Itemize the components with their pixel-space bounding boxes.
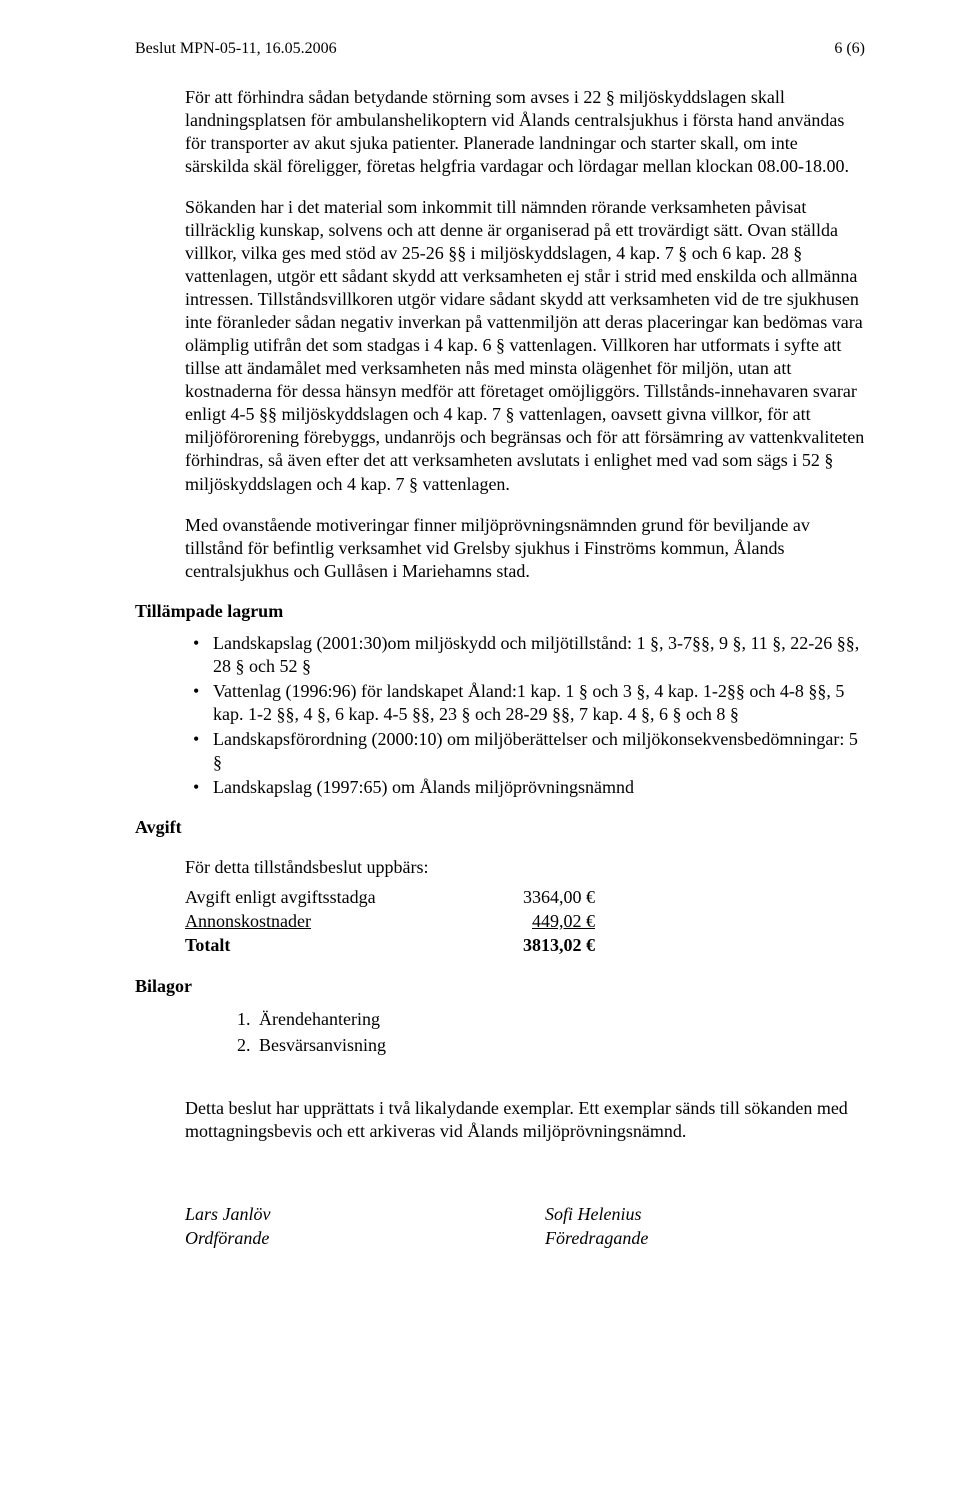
bilagor-item: Ärendehantering xyxy=(255,1007,865,1031)
fee-total-label: Totalt xyxy=(185,933,485,957)
bilagor-list: Ärendehantering Besvärsanvisning xyxy=(185,1007,865,1058)
fee-label: Avgift enligt avgiftsstadga xyxy=(185,885,485,909)
paragraph-1: För att förhindra sådan betydande störni… xyxy=(185,86,865,178)
heading-bilagor: Bilagor xyxy=(135,976,865,997)
fee-row: Avgift enligt avgiftsstadga 3364,00 € xyxy=(185,885,865,909)
closing-block: Detta beslut har upprättats i två likaly… xyxy=(185,1097,865,1143)
fee-total-value: 3813,02 € xyxy=(485,933,595,957)
signature-left: Lars Janlöv Ordförande xyxy=(185,1203,545,1250)
header-left: Beslut MPN-05-11, 16.05.2006 xyxy=(135,40,337,58)
avgift-block: För detta tillståndsbeslut uppbärs: Avgi… xyxy=(185,856,865,958)
heading-avgift: Avgift xyxy=(135,817,865,838)
page-header: Beslut MPN-05-11, 16.05.2006 6 (6) xyxy=(135,40,865,58)
paragraph-2: Sökanden har i det material som inkommit… xyxy=(185,196,865,495)
signature-right: Sofi Helenius Föredragande xyxy=(545,1203,648,1250)
fee-value: 3364,00 € xyxy=(485,885,595,909)
lagrum-list: Landskapslag (2001:30)om miljöskydd och … xyxy=(185,632,865,799)
page: Beslut MPN-05-11, 16.05.2006 6 (6) För a… xyxy=(0,0,960,1290)
paragraph-closing: Detta beslut har upprättats i två likaly… xyxy=(185,1097,865,1143)
fee-table: Avgift enligt avgiftsstadga 3364,00 € An… xyxy=(185,885,865,958)
fee-row-total: Totalt 3813,02 € xyxy=(185,933,865,957)
bilagor-item: Besvärsanvisning xyxy=(255,1033,865,1057)
lagrum-item: Landskapslag (1997:65) om Ålands miljöpr… xyxy=(185,776,865,799)
signer-title: Föredragande xyxy=(545,1227,648,1250)
lagrum-item: Vattenlag (1996:96) för landskapet Åland… xyxy=(185,680,865,726)
heading-lagrum: Tillämpade lagrum xyxy=(135,601,865,622)
body-block-1: För att förhindra sådan betydande störni… xyxy=(185,86,865,583)
bilagor-block: Ärendehantering Besvärsanvisning xyxy=(185,1007,865,1058)
avgift-intro: För detta tillståndsbeslut uppbärs: xyxy=(185,856,865,879)
fee-value: 449,02 € xyxy=(485,909,595,933)
fee-row: Annonskostnader 449,02 € xyxy=(185,909,865,933)
fee-label: Annonskostnader xyxy=(185,909,485,933)
signer-name: Sofi Helenius xyxy=(545,1203,648,1226)
paragraph-3: Med ovanstående motiveringar finner milj… xyxy=(185,514,865,583)
signer-title: Ordförande xyxy=(185,1227,545,1250)
signature-row: Lars Janlöv Ordförande Sofi Helenius För… xyxy=(185,1203,865,1250)
lagrum-item: Landskapsförordning (2000:10) om miljöbe… xyxy=(185,728,865,774)
lagrum-item: Landskapslag (2001:30)om miljöskydd och … xyxy=(185,632,865,678)
lagrum-block: Landskapslag (2001:30)om miljöskydd och … xyxy=(185,632,865,799)
signer-name: Lars Janlöv xyxy=(185,1203,545,1226)
header-right: 6 (6) xyxy=(834,40,865,58)
